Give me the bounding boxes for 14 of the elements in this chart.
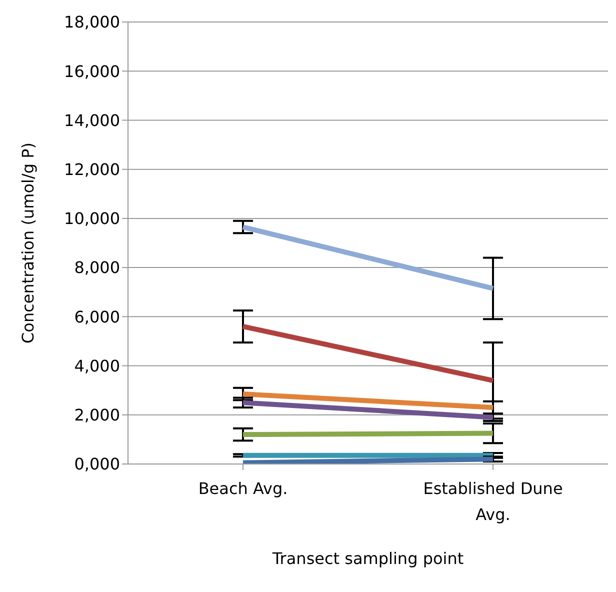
x-tick-label: Beach Avg. (198, 479, 288, 498)
y-tick-label: 6,000 (74, 307, 120, 326)
x-axis-title: Transect sampling point (271, 549, 464, 568)
y-tick-label: 2,000 (74, 406, 120, 425)
y-tick-label: 0,000 (74, 454, 120, 474)
y-tick-label: 4,000 (74, 356, 120, 376)
x-tick-label: Established Dune Avg. (423, 479, 563, 524)
y-tick-label: 12,000 (64, 160, 120, 180)
y-axis-title: Concentration (umol/g P) (18, 142, 38, 344)
y-tick-label: 16,000 (64, 62, 120, 81)
y-tick-label: 10,000 (64, 209, 120, 228)
y-tick-label: 14,000 (64, 110, 120, 130)
y-tick-label: 8,000 (74, 258, 120, 278)
y-tick-label: 18,000 (64, 12, 120, 32)
